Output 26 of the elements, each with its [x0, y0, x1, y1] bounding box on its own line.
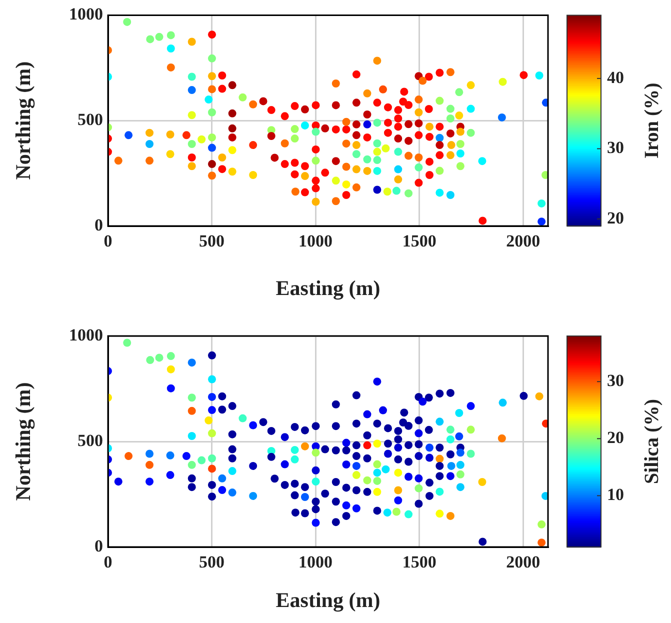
- y-tick-label: 500: [78, 430, 103, 450]
- color-bar-label: 20: [607, 428, 624, 448]
- color-bar-label: 40: [607, 68, 624, 87]
- x-tick-label: 1500: [402, 232, 436, 251]
- y-tick-label: 0: [94, 536, 103, 556]
- x-axis-title: Easting (m): [276, 588, 380, 612]
- y-tick-label: 1000: [69, 325, 103, 344]
- color-bar-label: 20: [607, 208, 624, 228]
- x-tick-label: 2000: [506, 232, 540, 251]
- y-tick-label: 0: [94, 215, 103, 234]
- x-tick-label: 1500: [402, 552, 436, 572]
- color-bar-label: 30: [607, 138, 624, 158]
- y-axis-title: Northing (m): [11, 382, 36, 501]
- color-bar-label: 30: [607, 371, 624, 390]
- color-bar-title: Iron (%): [641, 82, 664, 158]
- x-axis-title: Easting (m): [276, 276, 380, 300]
- x-tick-label: 1000: [298, 232, 333, 251]
- y-tick-label: 500: [78, 110, 103, 129]
- x-tick-label: 500: [199, 232, 225, 251]
- x-tick-label: 2000: [506, 552, 540, 572]
- x-tick-label: 1000: [298, 552, 333, 572]
- color-bar-title: Silica (%): [641, 399, 664, 484]
- y-axis-title: Northing (m): [11, 61, 36, 180]
- color-bar-label: 10: [607, 485, 624, 504]
- x-tick-label: 500: [199, 552, 225, 572]
- y-tick-label: 1000: [69, 4, 103, 24]
